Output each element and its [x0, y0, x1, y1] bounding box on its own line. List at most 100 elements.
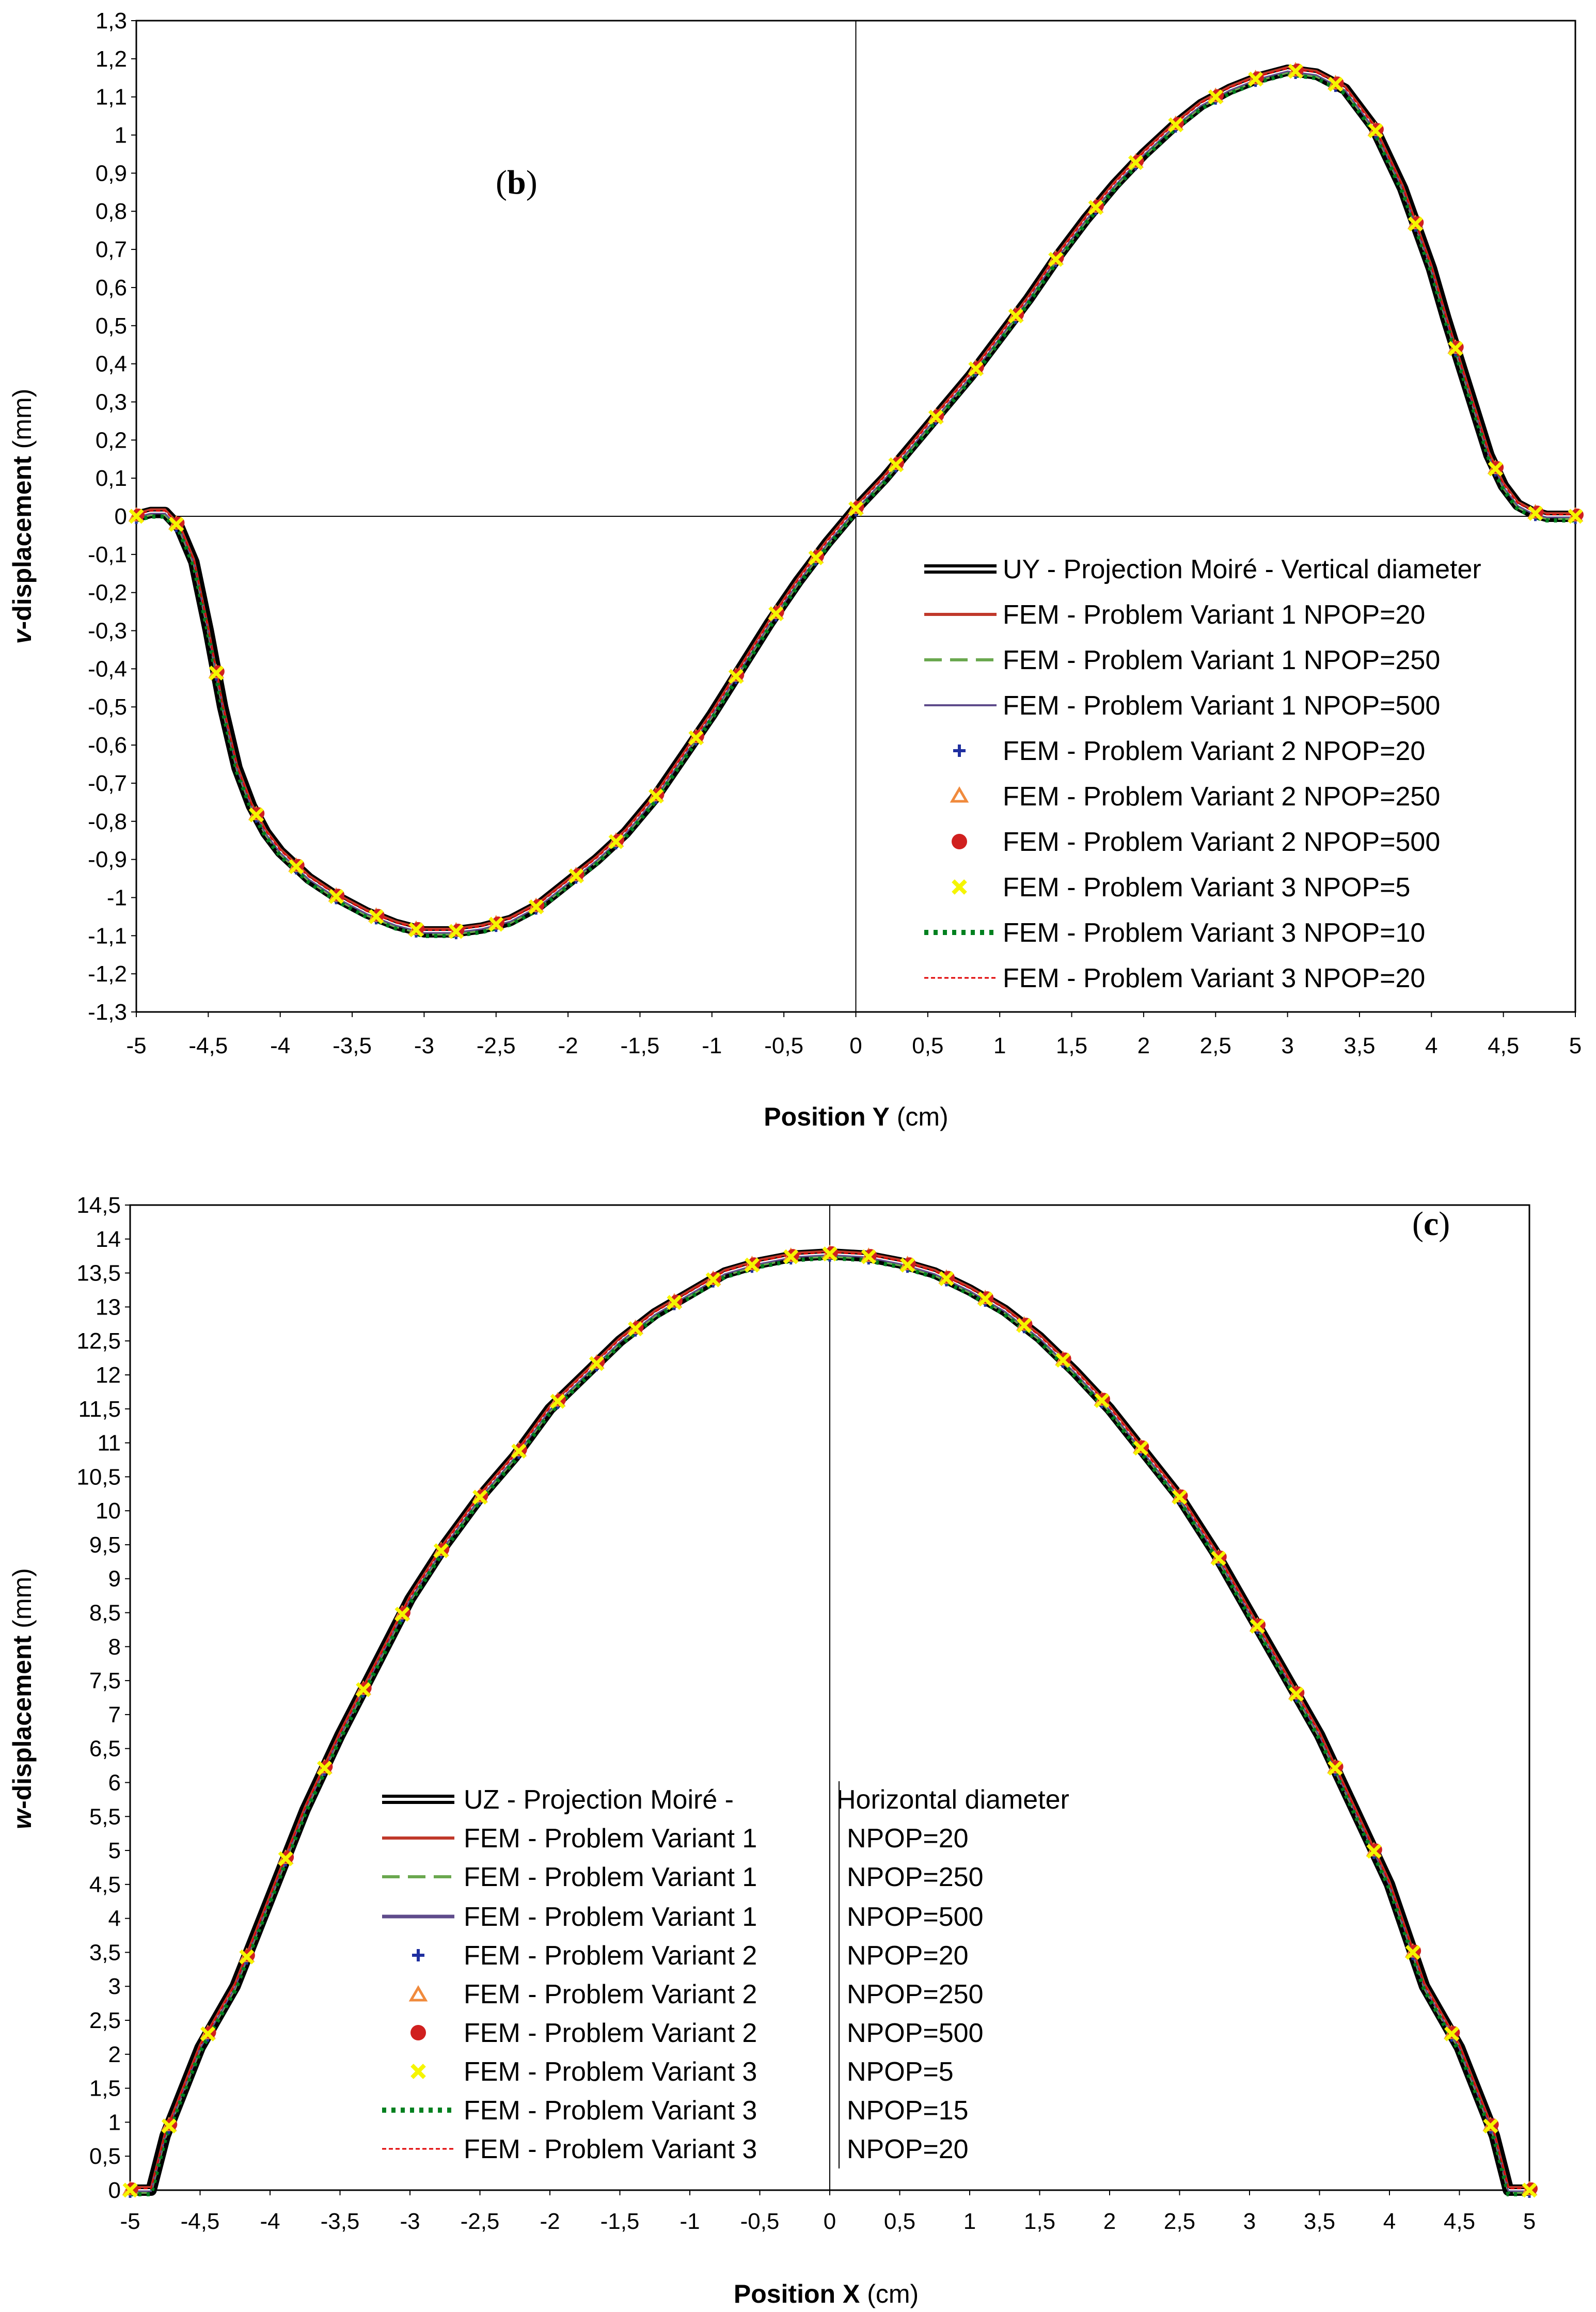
legend-label-b-2: FEM - Problem Variant 1 NPOP=250 — [1003, 645, 1440, 675]
marker-variant3-npop5 — [667, 1295, 682, 1310]
legend-label-b-3: FEM - Problem Variant 1 NPOP=500 — [1003, 691, 1440, 721]
legend-item-c-4: FEM - Problem Variant 2 NPOP=20 — [412, 1941, 969, 1971]
marker-variant3-npop5 — [589, 1356, 604, 1371]
marker-variant3-npop5 — [1094, 1393, 1110, 1408]
legend-label-b-6: FEM - Problem Variant 2 NPOP=500 — [1003, 827, 1440, 857]
marker-variant3-npop5 — [1211, 1550, 1226, 1566]
legend-label-b-5: FEM - Problem Variant 2 NPOP=250 — [1003, 782, 1440, 812]
marker-variant3-npop5 — [161, 2118, 177, 2134]
y-tick-label: 10 — [96, 1498, 121, 1524]
y-tick-label: -0,6 — [88, 733, 127, 758]
marker-variant3-npop5 — [528, 899, 544, 914]
marker-variant3-npop5 — [239, 1949, 255, 1965]
y-tick-label: 6 — [108, 1770, 121, 1795]
panel-label-c: (c) — [1412, 1205, 1450, 1243]
y-tick-label: 4 — [108, 1906, 121, 1931]
legend-variant-c-1: FEM - Problem Variant 1 — [464, 1824, 757, 1854]
legend-variant-c-0: UZ - Projection Moiré - — [464, 1785, 734, 1815]
x-tick-label: 0,5 — [912, 1033, 943, 1058]
series-variant3-npop10 — [130, 1256, 1529, 2196]
x-tick-label: 1,5 — [1024, 2209, 1055, 2234]
marker-variant3-npop5 — [1168, 117, 1183, 133]
marker-variant3-npop5 — [1328, 1761, 1343, 1776]
marker-variant3-npop5 — [1405, 1944, 1420, 1960]
legend-variant-c-9: FEM - Problem Variant 3 — [464, 2134, 757, 2164]
legend-label-b-7: FEM - Problem Variant 3 NPOP=5 — [1003, 873, 1410, 902]
x-tick-label: 3 — [1243, 2209, 1256, 2234]
y-tick-label: 0,3 — [96, 389, 127, 415]
legend-detail-c-3: NPOP=500 — [847, 1902, 984, 1932]
y-tick-label: 1,3 — [96, 8, 127, 34]
marker-variant3-npop5 — [1568, 509, 1583, 524]
y-tick-label: 0,7 — [96, 237, 127, 262]
x-tick-label: -4 — [270, 1033, 290, 1058]
marker-variant3-npop5 — [928, 409, 943, 425]
x-tick-label: -2,5 — [461, 2209, 500, 2234]
marker-variant3-npop5 — [248, 807, 264, 822]
marker-variant3-npop5 — [783, 1249, 799, 1264]
y-tick-label: 5,5 — [89, 1804, 121, 1829]
legend-variant-c-8: FEM - Problem Variant 3 — [464, 2096, 757, 2126]
y-tick-label: 8,5 — [89, 1601, 121, 1626]
legend-label-b-4: FEM - Problem Variant 2 NPOP=20 — [1003, 736, 1425, 766]
marker-variant3-npop5 — [408, 922, 424, 938]
chart-panel-b: -1,3 -1,2 -1,1 -1 -0,9 -0,8 -0,7 -0,6 -0,5 -0,4 -0… — [8, 8, 1584, 1131]
marker-variant3-npop5 — [688, 730, 704, 746]
y-tick-label: -1,2 — [88, 961, 127, 987]
y-tick-label: -0,4 — [88, 656, 127, 682]
x-tick-label: 2 — [1103, 2209, 1116, 2234]
y-tick-label: 9 — [108, 1566, 121, 1592]
x-tick-label: -1,5 — [601, 2209, 640, 2234]
x-tick-label: -3,5 — [321, 2209, 360, 2234]
marker-variant3-npop5 — [1288, 64, 1303, 79]
y-tick-label: 5 — [108, 1838, 121, 1863]
marker-variant3-npop5 — [1055, 1352, 1071, 1368]
y-tick-label: 0 — [115, 504, 127, 529]
marker-variant3-npop5 — [1528, 505, 1543, 521]
y-tick-label: -0,2 — [88, 580, 127, 606]
legend-item-c-1: FEM - Problem Variant 1 NPOP=20 — [382, 1824, 969, 1854]
y-tick-label: 11 — [97, 1431, 121, 1456]
legend-item-c-0: UZ - Projection Moiré - Horizontal diame… — [382, 1785, 1069, 1815]
y-tick-label: 9,5 — [89, 1532, 121, 1558]
x-tick-label: 5 — [1569, 1033, 1582, 1058]
marker-variant3-npop5 — [900, 1257, 915, 1273]
legend-detail-c-4: NPOP=20 — [847, 1941, 969, 1971]
legend-detail-c-2: NPOP=250 — [847, 1862, 984, 1892]
marker-variant3-npop5 — [628, 1321, 643, 1337]
y-tick-label: 13,5 — [76, 1261, 121, 1286]
y-tick-label: 0,8 — [96, 199, 127, 224]
marker-variant3-npop5 — [744, 1257, 760, 1273]
marker-variant3-npop5 — [1172, 1490, 1187, 1505]
x-tick-label: -4,5 — [181, 2209, 220, 2234]
legend-detail-c-8: NPOP=15 — [847, 2096, 969, 2126]
x-tick-label: -5 — [126, 1033, 146, 1058]
y-tick-label: -1,3 — [88, 1000, 127, 1025]
x-tick-label: -5 — [120, 2209, 140, 2234]
marker-variant3-npop5 — [861, 1249, 876, 1264]
marker-variant3-npop5 — [356, 1682, 371, 1698]
y-tick-label: -0,1 — [88, 542, 127, 567]
x-tick-label: -2 — [540, 2209, 560, 2234]
legend-item-c-7: FEM - Problem Variant 3 NPOP=5 — [410, 2057, 954, 2087]
legend-item-c-2: FEM - Problem Variant 1 NPOP=250 — [382, 1862, 984, 1892]
y-tick-label: 6,5 — [89, 1736, 121, 1762]
marker-variant3-npop5 — [448, 924, 464, 939]
marker-variant3-npop5 — [511, 1444, 527, 1459]
marker-variant3-npop5 — [1483, 2118, 1498, 2134]
x-tick-label: 3,5 — [1304, 2209, 1335, 2234]
y-tick-label: 2 — [108, 2042, 121, 2067]
x-tick-label: -1 — [702, 1033, 722, 1058]
x-tick-label: 3 — [1281, 1033, 1293, 1058]
marker-variant3-npop5 — [278, 1851, 293, 1866]
legend-detail-c-9: NPOP=20 — [847, 2134, 969, 2164]
y-tick-label: -0,8 — [88, 809, 127, 834]
marker-variant3-npop5 — [328, 889, 344, 904]
y-tick-label: 0 — [108, 2178, 121, 2203]
legend-item-c-5: FEM - Problem Variant 2 NPOP=250 — [408, 1980, 984, 2009]
legend-item-b-8: FEM - Problem Variant 3 NPOP=10 — [924, 918, 1425, 948]
y-tick-label: 1 — [108, 2110, 121, 2135]
legend-item-b-1: FEM - Problem Variant 1 NPOP=20 — [924, 600, 1425, 630]
y-tick-label: 13 — [96, 1294, 121, 1320]
